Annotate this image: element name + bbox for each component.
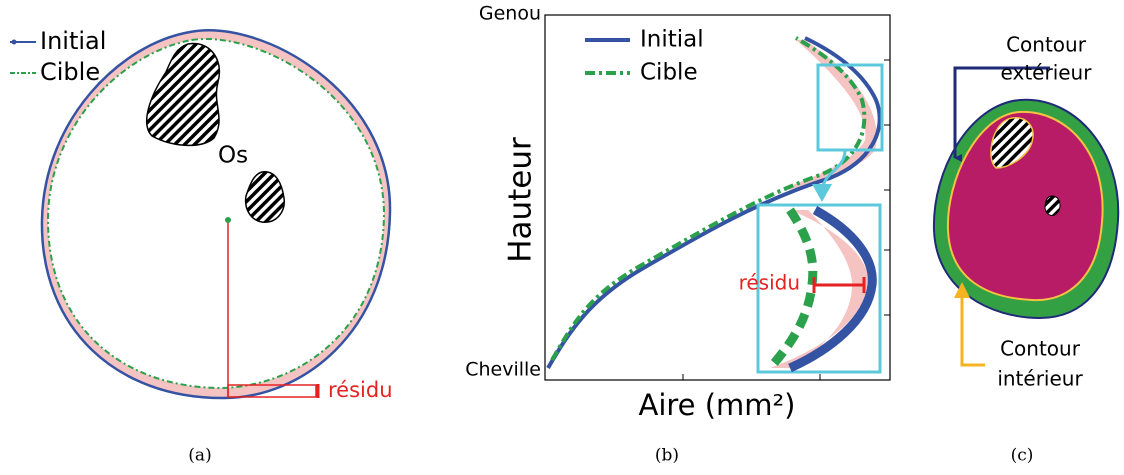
initial-curve <box>546 36 882 370</box>
legend-cible: Cible <box>40 58 100 86</box>
outer-label-2: extérieur <box>1001 61 1093 85</box>
y-axis-title: Hauteur <box>503 137 539 263</box>
target-contour <box>46 38 386 390</box>
inner-arrow-line <box>960 296 985 367</box>
panel-c: Contour extérieur Contour intérieur (c) <box>932 33 1120 466</box>
bone-label: Os <box>218 143 248 169</box>
panel-a: résidu Os Initial Cible (a) <box>10 27 393 466</box>
center-point <box>225 217 231 223</box>
bone-small <box>1044 195 1061 216</box>
inner-label-2: intérieur <box>997 367 1083 391</box>
axes-frame <box>544 14 891 381</box>
panel-b: résidu Initial Cible Genou Cheville Haut… <box>465 3 891 466</box>
bone-large <box>145 42 221 147</box>
caption-a: (a) <box>188 446 211 466</box>
outer-arrow <box>953 66 1050 162</box>
outer-label-1: Contour <box>1006 33 1087 57</box>
zoom-box <box>816 63 884 152</box>
caption-b: (b) <box>655 446 679 466</box>
legend-initial: Initial <box>40 27 106 55</box>
caption-c: (c) <box>1011 446 1034 466</box>
inner-tissue <box>946 110 1104 302</box>
legend-cible: Cible <box>640 60 698 86</box>
target-curve <box>550 36 867 361</box>
bottom-label: Cheville <box>465 359 541 381</box>
ticks <box>682 59 890 380</box>
x-axis-title: Aire (mm²) <box>639 388 796 422</box>
legend-initial: Initial <box>640 27 704 53</box>
residual-label: résidu <box>328 378 393 402</box>
residual-box <box>227 384 317 398</box>
inset-residual-label: résidu <box>739 271 800 295</box>
bone-small <box>244 171 285 223</box>
inner-arrowhead <box>954 282 970 298</box>
inset-initial <box>788 206 877 373</box>
top-label: Genou <box>479 3 541 25</box>
inset-target <box>766 207 818 371</box>
legend-initial-marker <box>11 39 17 45</box>
bone-large <box>990 117 1034 169</box>
inner-label-1: Contour <box>1000 337 1081 361</box>
zoom-arrowhead <box>812 184 832 202</box>
inset-residual <box>770 210 869 368</box>
residual-area <box>785 40 877 190</box>
